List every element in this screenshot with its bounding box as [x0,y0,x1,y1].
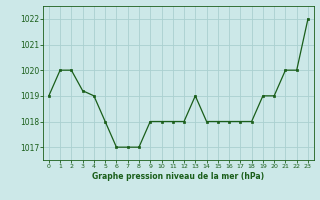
X-axis label: Graphe pression niveau de la mer (hPa): Graphe pression niveau de la mer (hPa) [92,172,264,181]
